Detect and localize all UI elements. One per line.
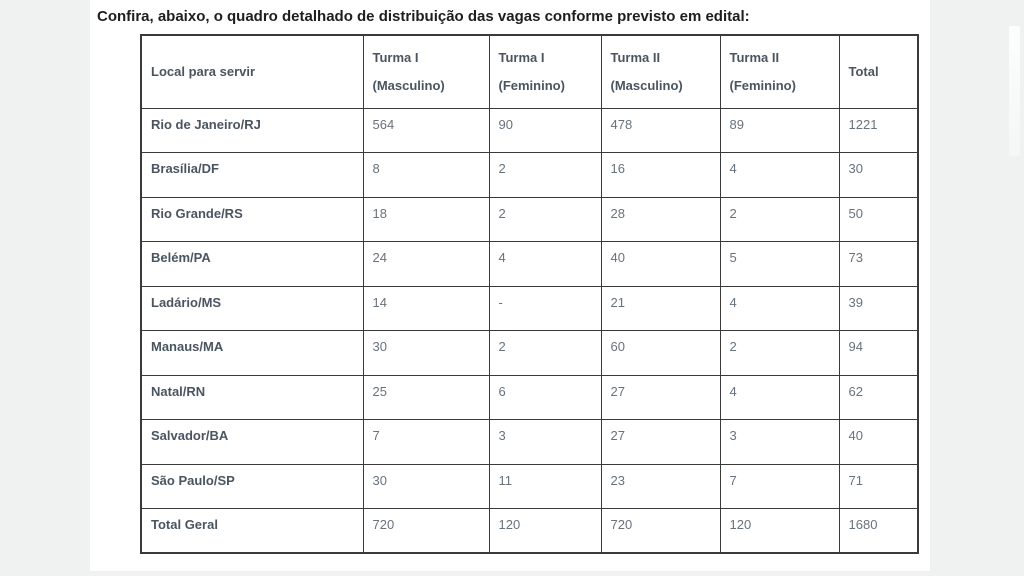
table-row: Natal/RN 25 6 27 4 62 bbox=[140, 374, 919, 420]
value-cell: 5 bbox=[719, 241, 840, 287]
value-cell: 2 bbox=[719, 196, 840, 242]
vagas-distribution-table: Local para servir Turma I (Masculino) Tu… bbox=[140, 34, 919, 554]
table-row: Brasília/DF 8 2 16 4 30 bbox=[140, 152, 919, 198]
column-header-sublabel: (Feminino) bbox=[729, 78, 796, 94]
value-cell: 28 bbox=[600, 196, 721, 242]
value-cell: 23 bbox=[600, 463, 721, 509]
value-cell: 4 bbox=[719, 152, 840, 198]
value-cell: 2 bbox=[488, 196, 602, 242]
value-cell: 2 bbox=[719, 330, 840, 376]
value-cell: 564 bbox=[362, 107, 490, 153]
value-cell: 50 bbox=[838, 196, 919, 242]
value-cell: 89 bbox=[719, 107, 840, 153]
column-header-sublabel: (Masculino) bbox=[610, 78, 683, 94]
value-cell: 73 bbox=[838, 241, 919, 287]
local-cell: São Paulo/SP bbox=[140, 463, 364, 509]
value-cell: 14 bbox=[362, 285, 490, 331]
local-cell: Ladário/MS bbox=[140, 285, 364, 331]
value-cell: 71 bbox=[838, 463, 919, 509]
value-cell: 16 bbox=[600, 152, 721, 198]
value-cell: 60 bbox=[600, 330, 721, 376]
value-cell: 720 bbox=[600, 508, 721, 554]
value-cell: 4 bbox=[719, 374, 840, 420]
value-cell: 24 bbox=[362, 241, 490, 287]
value-cell: 30 bbox=[362, 463, 490, 509]
value-cell: 3 bbox=[488, 419, 602, 465]
value-cell: 4 bbox=[719, 285, 840, 331]
value-cell: 27 bbox=[600, 419, 721, 465]
column-header-label: Turma I bbox=[498, 50, 545, 66]
column-header-label: Turma II bbox=[610, 50, 661, 66]
local-cell: Rio Grande/RS bbox=[140, 196, 364, 242]
value-cell: 11 bbox=[488, 463, 602, 509]
table-row: Rio Grande/RS 18 2 28 2 50 bbox=[140, 196, 919, 242]
column-header-label: Local para servir bbox=[151, 64, 256, 80]
value-cell: 720 bbox=[362, 508, 490, 554]
column-header-label: Total bbox=[848, 64, 879, 80]
column-header-turma1-feminino: Turma I (Feminino) bbox=[488, 34, 602, 109]
value-cell: 30 bbox=[838, 152, 919, 198]
local-cell: Brasília/DF bbox=[140, 152, 364, 198]
column-header-label: Turma I bbox=[372, 50, 419, 66]
value-cell: 27 bbox=[600, 374, 721, 420]
local-cell: Rio de Janeiro/RJ bbox=[140, 107, 364, 153]
value-cell: 8 bbox=[362, 152, 490, 198]
value-cell: 90 bbox=[488, 107, 602, 153]
value-cell: 40 bbox=[838, 419, 919, 465]
value-cell: 30 bbox=[362, 330, 490, 376]
local-cell: Salvador/BA bbox=[140, 419, 364, 465]
value-cell: 94 bbox=[838, 330, 919, 376]
value-cell: 478 bbox=[600, 107, 721, 153]
value-cell: 25 bbox=[362, 374, 490, 420]
column-header-sublabel: (Feminino) bbox=[498, 78, 565, 94]
value-cell: 21 bbox=[600, 285, 721, 331]
table-body: Rio de Janeiro/RJ 564 90 478 89 1221 Brasília/… bbox=[140, 107, 919, 554]
table-row: São Paulo/SP 30 11 23 7 71 bbox=[140, 463, 919, 509]
local-cell: Total Geral bbox=[140, 508, 364, 554]
value-cell: 4 bbox=[488, 241, 602, 287]
column-header-turma2-feminino: Turma II (Feminino) bbox=[719, 34, 840, 109]
table-row: Salvador/BA 7 3 27 3 40 bbox=[140, 419, 919, 465]
value-cell: 62 bbox=[838, 374, 919, 420]
value-cell: 1221 bbox=[838, 107, 919, 153]
value-cell: 2 bbox=[488, 330, 602, 376]
table-row: Belém/PA 24 4 40 5 73 bbox=[140, 241, 919, 287]
value-cell: 39 bbox=[838, 285, 919, 331]
local-cell: Belém/PA bbox=[140, 241, 364, 287]
value-cell: 7 bbox=[719, 463, 840, 509]
column-header-sublabel: (Masculino) bbox=[372, 78, 445, 94]
column-header-local: Local para servir bbox=[140, 34, 364, 109]
value-cell: 18 bbox=[362, 196, 490, 242]
value-cell: 2 bbox=[488, 152, 602, 198]
column-header-total: Total bbox=[838, 34, 919, 109]
value-cell: 120 bbox=[488, 508, 602, 554]
table-row: Ladário/MS 14-21 4 39 bbox=[140, 285, 919, 331]
table-row: Total Geral 720 120 720 120 1680 bbox=[140, 508, 919, 554]
value-cell: 120 bbox=[719, 508, 840, 554]
page-title: Confira, abaixo, o quadro detalhado de d… bbox=[97, 8, 750, 25]
column-header-label: Turma II bbox=[729, 50, 780, 66]
column-header-turma1-masculino: Turma I (Masculino) bbox=[362, 34, 490, 109]
watermark-strip bbox=[1009, 26, 1020, 156]
value-cell: 1680 bbox=[838, 508, 919, 554]
table-header-row: Local para servir Turma I (Masculino) Tu… bbox=[140, 34, 919, 109]
value-cell: - bbox=[488, 285, 602, 331]
table-row: Rio de Janeiro/RJ 564 90 478 89 1221 bbox=[140, 107, 919, 153]
value-cell: 40 bbox=[600, 241, 721, 287]
table-row: Manaus/MA 30 2 60 2 94 bbox=[140, 330, 919, 376]
column-header-turma2-masculino: Turma II (Masculino) bbox=[600, 34, 721, 109]
local-cell: Manaus/MA bbox=[140, 330, 364, 376]
value-cell: 6 bbox=[488, 374, 602, 420]
value-cell: 3 bbox=[719, 419, 840, 465]
value-cell: 7 bbox=[362, 419, 490, 465]
local-cell: Natal/RN bbox=[140, 374, 364, 420]
